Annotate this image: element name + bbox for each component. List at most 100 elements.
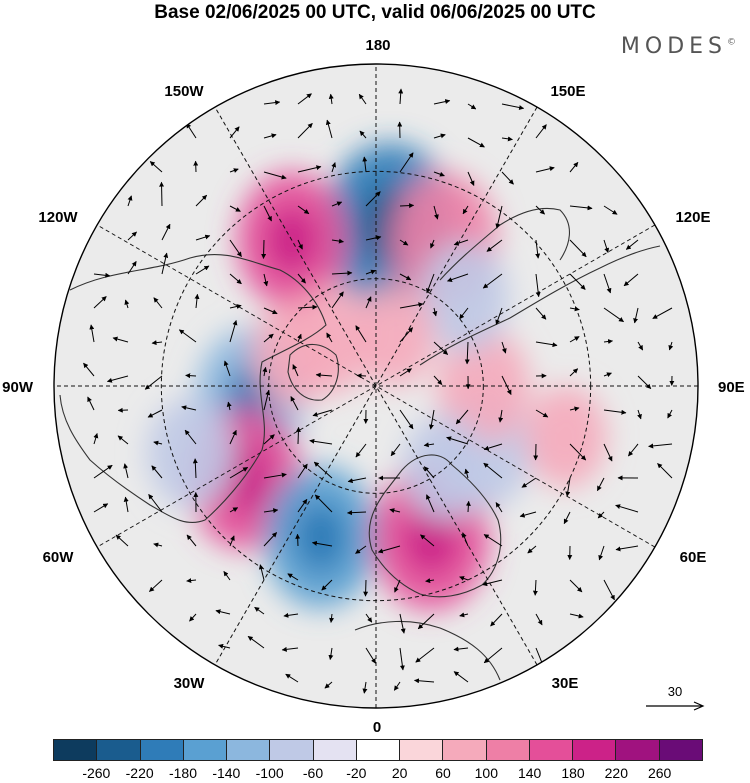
longitude-labels: 180 0 90W 90E 150W 120W 150E 120E 60W 30… (2, 37, 745, 736)
wind-arrow (263, 273, 269, 287)
wind-arrow (633, 307, 639, 324)
wind-arrow (498, 409, 504, 423)
wind-arrow (229, 273, 242, 285)
wind-arrow (490, 613, 503, 627)
meridian-line (214, 106, 538, 666)
legend-tick-label: -180 (168, 765, 198, 781)
lon-label-0: 0 (373, 719, 381, 736)
wind-arrow (93, 433, 99, 445)
wind-arrow (195, 234, 211, 241)
wind-arrow (615, 504, 639, 513)
wind-arrow (311, 540, 333, 547)
wind-arrow (393, 681, 401, 691)
wind-arrow (365, 269, 376, 275)
legend-tick-label: 60 (435, 765, 451, 781)
coastlines (59, 207, 661, 681)
wind-arrow (362, 681, 368, 694)
wind-arrow (603, 372, 612, 378)
wind-arrow (290, 396, 299, 411)
wind-arrow (535, 239, 541, 259)
wind-arrow (399, 647, 405, 671)
wind-arrow (309, 438, 333, 445)
wind-arrow (603, 307, 624, 323)
wind-arrow (226, 401, 232, 411)
wind-arrow (263, 307, 278, 315)
wind-arrow (331, 162, 337, 173)
wind-arrow (501, 341, 507, 354)
wind-arrow (569, 406, 580, 412)
wind-arrow (390, 443, 401, 457)
wind-arrow (453, 239, 469, 246)
wind-arrow (287, 573, 299, 581)
wind-arrow (153, 542, 163, 548)
legend-tick-label: 100 (474, 765, 498, 781)
wind-arrow (519, 511, 537, 518)
wind-arrow (603, 339, 614, 344)
wind-arrow (623, 273, 639, 287)
legend-tick-label: -60 (302, 765, 324, 781)
wind-arrow (459, 576, 469, 581)
wind-arrow (501, 103, 525, 110)
wind-arrow (123, 463, 129, 479)
wind-arrow (535, 205, 545, 215)
reference-vector: 30 (640, 684, 710, 714)
wind-arrow (535, 273, 541, 298)
wind-arrow (263, 205, 272, 222)
wind-arrow (569, 161, 579, 173)
wind-arrow (89, 324, 95, 343)
wind-arrow (433, 205, 439, 220)
lon-label-90w: 90W (2, 379, 34, 396)
wind-arrow (399, 613, 406, 634)
wind-arrow (495, 205, 503, 229)
color-legend (53, 739, 703, 761)
wind-arrow (399, 239, 409, 246)
wind-arrow (161, 252, 169, 275)
lon-label-60w: 60W (43, 549, 75, 566)
legend-swatch (313, 740, 357, 760)
wind-arrow (394, 579, 401, 593)
wind-arrow (281, 646, 299, 652)
wind-arrow (527, 545, 537, 554)
wind-arrow (285, 673, 299, 683)
wind-arrow (569, 579, 583, 593)
wind-arrow (106, 375, 129, 383)
wind-arrow (112, 336, 129, 343)
wind-arrow (597, 511, 605, 519)
wind-arrow (229, 168, 239, 173)
wind-arrow (399, 152, 414, 173)
wind-arrow (521, 477, 537, 488)
anomaly-blob (353, 284, 436, 387)
wind-arrow (297, 93, 312, 105)
wind-arrow (331, 270, 353, 276)
wind-arrow (331, 238, 344, 244)
wind-arrow (565, 477, 571, 497)
wind-arrow (535, 341, 558, 348)
coastline-north-america (59, 254, 327, 523)
wind-arrow (189, 613, 197, 622)
wind-arrow (603, 443, 613, 462)
legend-swatch (616, 740, 660, 760)
anomaly-core (295, 503, 347, 572)
wind-arrow (148, 493, 163, 513)
wind-arrow (263, 434, 275, 445)
wind-arrow (297, 304, 318, 310)
wind-arrow (430, 239, 435, 249)
wind-arrow (465, 500, 471, 513)
wind-arrow (195, 265, 210, 275)
wind-arrow (124, 299, 130, 309)
wind-arrow (153, 297, 163, 309)
legend-tick-label: 220 (604, 765, 628, 781)
wind-arrow (603, 409, 627, 415)
wind-arrow (263, 171, 287, 180)
coastline-asia-north (419, 245, 661, 366)
wind-arrow (93, 296, 107, 309)
legend-tick-label: -140 (212, 765, 241, 781)
wind-arrow (652, 307, 673, 319)
wind-arrow (483, 534, 503, 547)
wind-arrow (297, 273, 306, 284)
anomaly-blob (287, 287, 374, 394)
wind-arrow (535, 166, 555, 173)
wind-arrow (433, 133, 446, 139)
wind-arrow (426, 494, 435, 513)
brand-mark: © (727, 37, 736, 48)
